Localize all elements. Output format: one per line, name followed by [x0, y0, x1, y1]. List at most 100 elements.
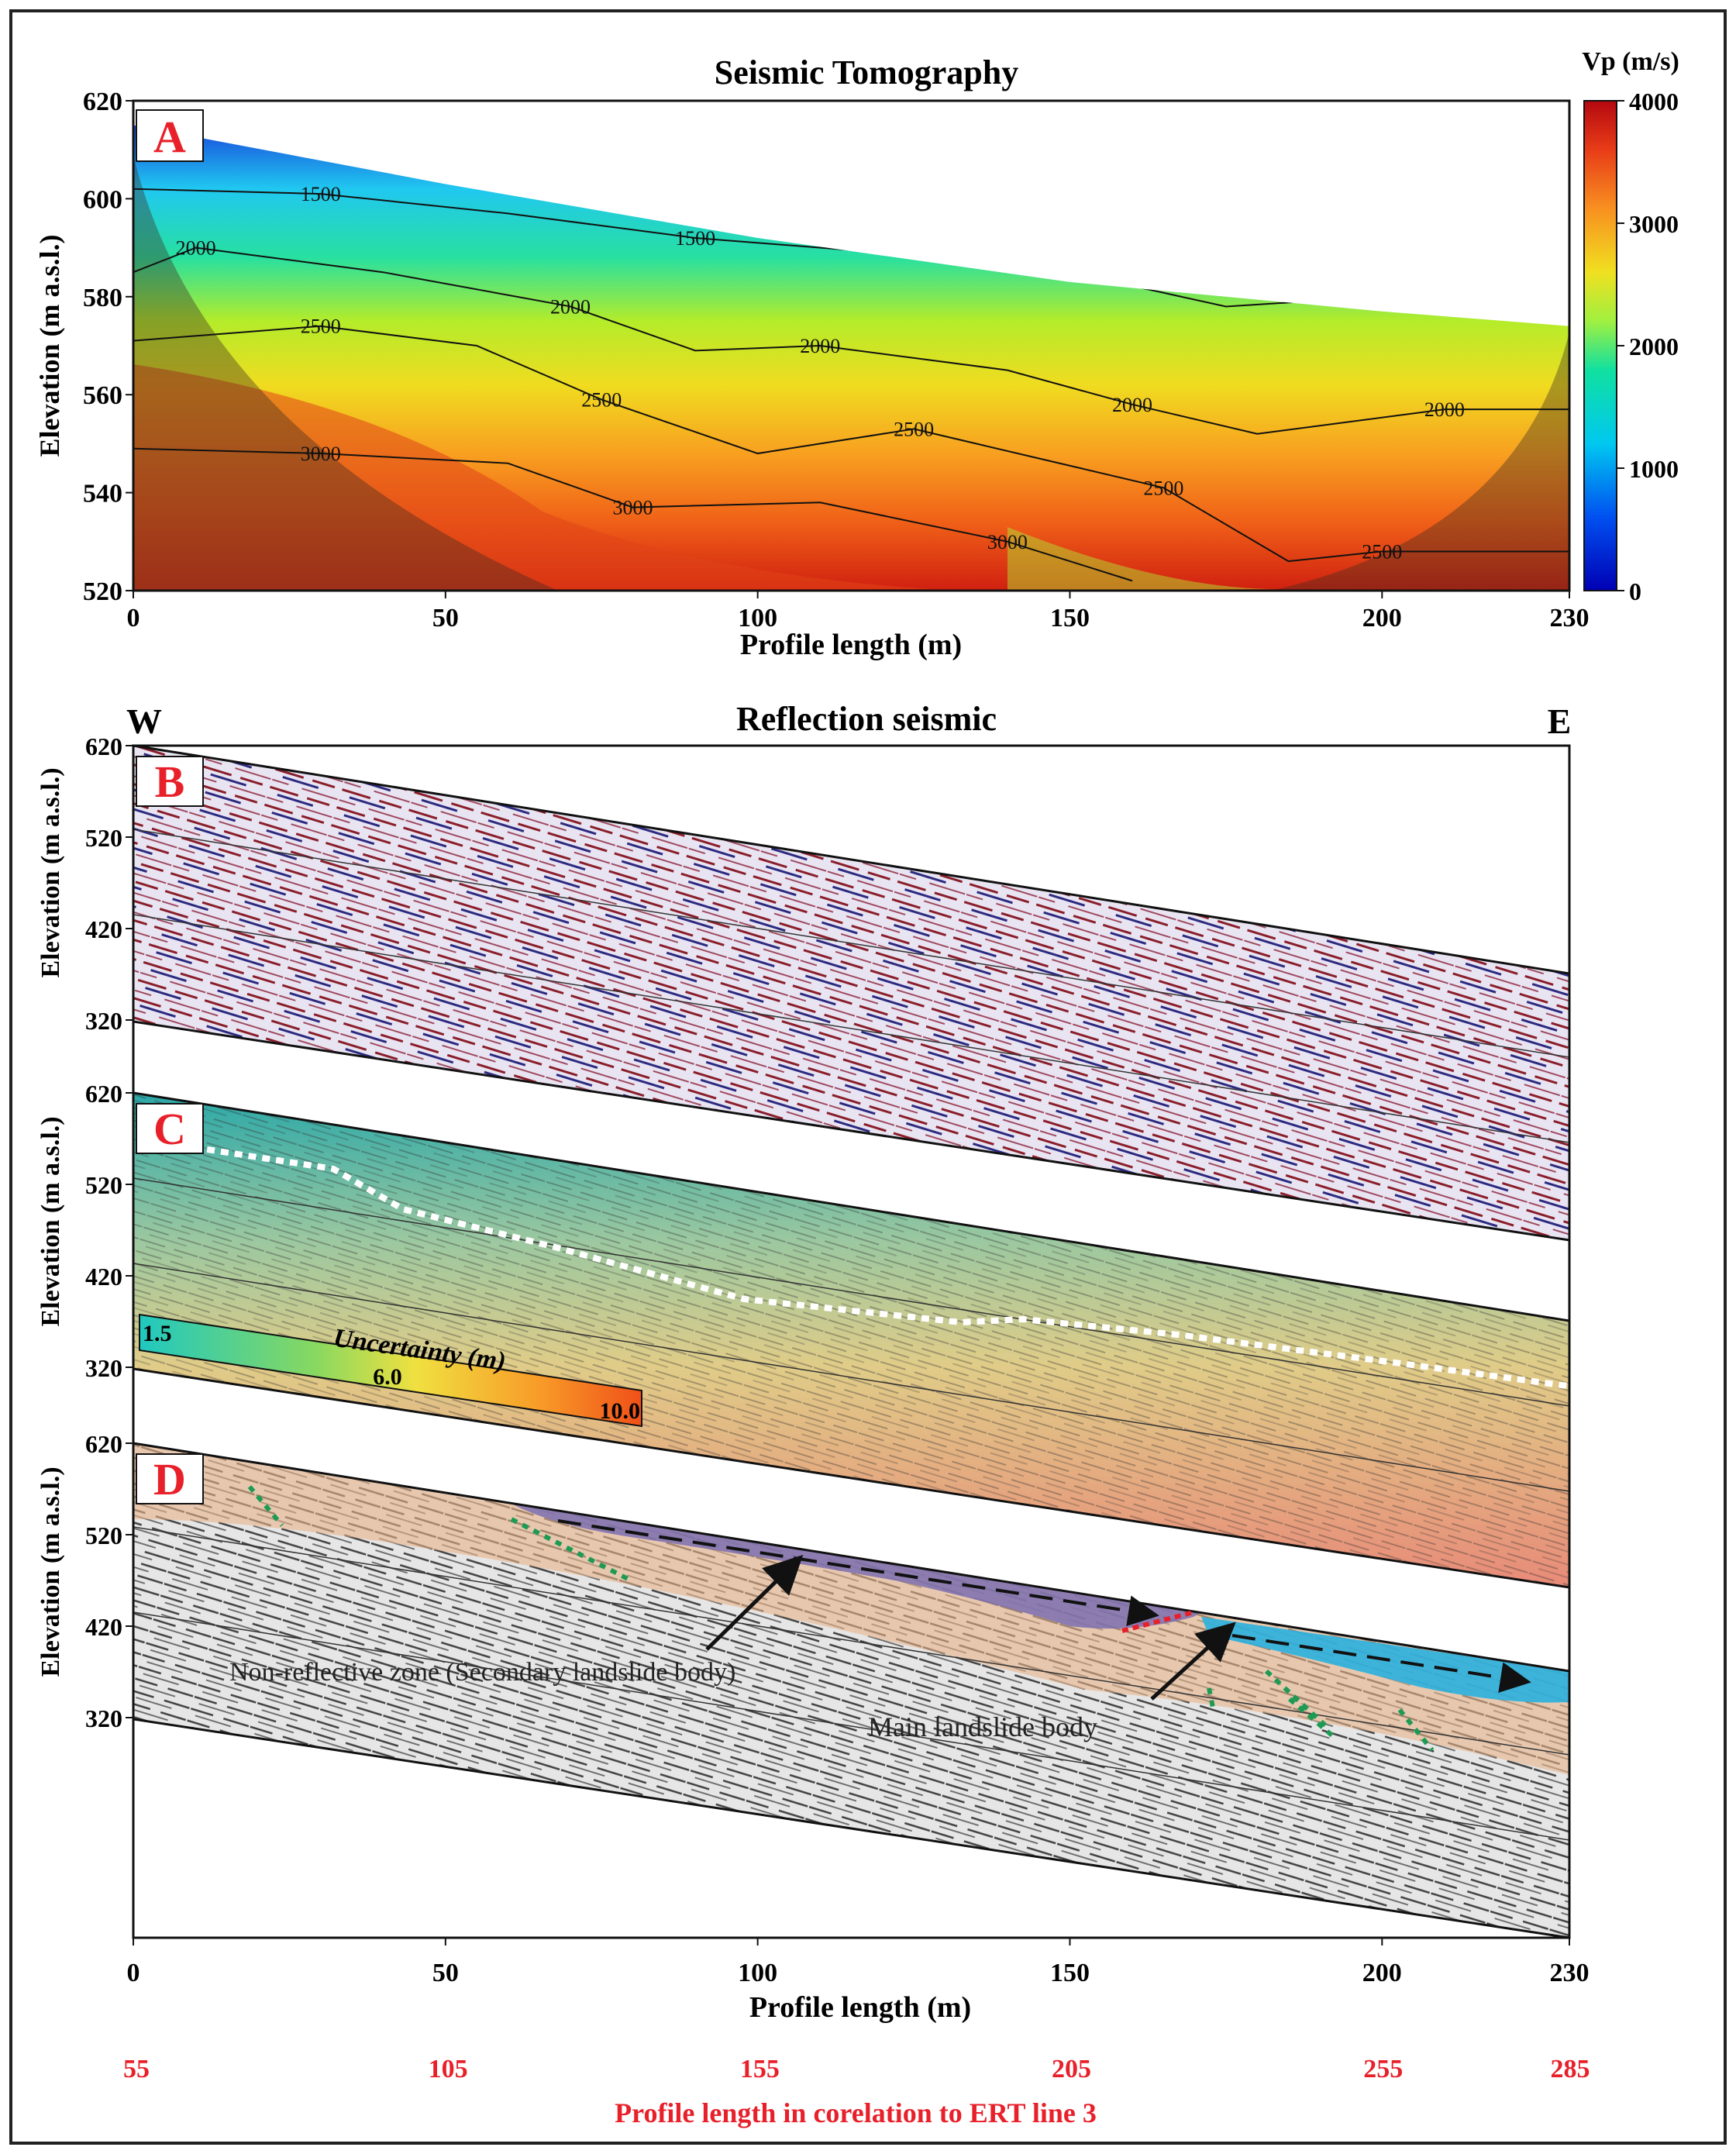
reflection-title: Reflection seismic: [736, 700, 997, 738]
contour-2000: [133, 246, 1569, 435]
contour-label: 2500: [1143, 477, 1183, 499]
panel-label-d: D: [153, 1454, 186, 1504]
y-tick-label: 420: [85, 1263, 122, 1291]
contour-label: 2500: [894, 418, 934, 440]
x-tick-label: 200: [1362, 604, 1402, 632]
y-tick-label: 540: [83, 480, 122, 508]
ert-tick-label: 55: [123, 2055, 150, 2083]
y-tick-label: 420: [85, 915, 122, 943]
contour-label: 2000: [1112, 394, 1152, 416]
uncertainty-mid: 6.0: [373, 1364, 402, 1390]
x-tick-label: 50: [432, 1959, 459, 1987]
y-tick-label: 520: [85, 1171, 122, 1199]
tomography-ylabel: Elevation (m a.s.l.): [34, 235, 65, 457]
panel-label-a-box: [136, 109, 204, 162]
contour-label: 2000: [1424, 398, 1465, 421]
y-tick-label: 320: [85, 1704, 122, 1732]
y-tick-label: 620: [85, 1080, 122, 1108]
tomography-xlabel: Profile length (m): [740, 629, 962, 661]
reflection-y-ticks: 620 520 420 320 620 520 420 320 620 520 420 320: [85, 732, 133, 1732]
x-tick-label: 230: [1550, 604, 1590, 632]
annotation-arrow-main: [1150, 1622, 1236, 1701]
contour-label: 2000: [176, 237, 216, 260]
tomography-plot: 1500150015001500200020002000200020002500…: [132, 99, 1571, 592]
x-tick-label: 50: [432, 604, 459, 632]
ert-tick-label: 285: [1551, 2055, 1590, 2083]
y-tick-label: 560: [83, 381, 122, 410]
fault-markers: [247, 1485, 1435, 1752]
ert-tick-label: 105: [429, 2055, 468, 2083]
uncertainty-max: 10.0: [600, 1398, 641, 1424]
x-tick-label: 150: [1050, 1959, 1090, 1987]
panel-label-c: C: [153, 1104, 186, 1154]
annotation-main: Main landslide body: [868, 1711, 1097, 1742]
main-slip-arrow: [1231, 1634, 1531, 1694]
tomography-y-ticks: 620 600 580 560 540 520: [83, 88, 133, 606]
colorbar-tick-label: 4000: [1629, 88, 1679, 115]
y-tick-label: 620: [83, 88, 122, 116]
y-tick-label: 620: [85, 732, 122, 760]
y-tick-label: 320: [85, 1354, 122, 1382]
panel-label-c-box: [136, 1103, 204, 1154]
colorbar-title: Vp (m/s): [1582, 47, 1679, 76]
east-label: E: [1548, 701, 1572, 741]
ert-tick-label: 155: [740, 2055, 780, 2083]
colorbar-ticks: 4000 3000 2000 1000 0: [1617, 88, 1679, 605]
colorbar-tick-label: 2000: [1629, 333, 1679, 360]
contour-label: 2500: [581, 389, 622, 412]
panel-label-b-box: [136, 756, 204, 807]
x-tick-label: 230: [1550, 1959, 1590, 1987]
contour-2500: [133, 325, 1569, 563]
secondary-slip-arrow: [557, 1519, 1159, 1627]
panel-label-d-box: [136, 1453, 204, 1504]
shaded-zone-right: [1271, 332, 1569, 591]
x-tick-label: 200: [1362, 1959, 1402, 1987]
panel-d-ylabel: Elevation (m a.s.l.): [36, 1466, 65, 1677]
shaded-zone-left: [133, 155, 558, 591]
colorbar-tick-label: 3000: [1629, 210, 1679, 238]
contour-3000: [133, 447, 1133, 582]
contour-label: 2500: [301, 315, 341, 338]
ert-tick-label: 255: [1363, 2055, 1403, 2083]
y-tick-label: 520: [85, 824, 122, 852]
y-tick-label: 580: [83, 284, 122, 312]
contour-label: 2500: [1362, 540, 1402, 563]
y-tick-label: 520: [83, 577, 122, 606]
contour-label: 2000: [550, 295, 591, 318]
red-contact-dotted: [1121, 1610, 1194, 1633]
panel-label-b: B: [155, 756, 185, 807]
reflection-xlabel: Profile length (m): [749, 1991, 971, 2024]
x-tick-label: 150: [1050, 604, 1090, 632]
colorbar-tick-label: 0: [1629, 577, 1641, 605]
panel-c-ylabel: Elevation (m a.s.l.): [36, 1116, 65, 1326]
x-tick-label: 100: [738, 1959, 777, 1987]
annotation-arrow-secondary: [705, 1554, 804, 1651]
panel-label-a: A: [153, 112, 186, 162]
contour-label: 3000: [987, 531, 1028, 553]
ert-x-ticks: 55 105 155 205 255 285: [123, 2055, 1590, 2083]
contour-label: 1500: [301, 183, 341, 205]
tomography-x-ticks: 0 50 100 150 200 230: [127, 591, 1590, 632]
secondary-landslide-body: [504, 1499, 1201, 1629]
landslide-boundary-dotted: [151, 1138, 1568, 1389]
ert-tick-label: 205: [1052, 2055, 1091, 2083]
x-tick-label: 0: [127, 604, 140, 632]
uncertainty-min: 1.5: [143, 1321, 172, 1346]
colorbar-tick-label: 1000: [1629, 455, 1679, 483]
contour-label: 3000: [301, 443, 341, 465]
y-tick-label: 520: [85, 1522, 122, 1549]
x-tick-label: 100: [738, 604, 777, 632]
contour-label: 1500: [675, 227, 715, 250]
west-label: W: [126, 701, 162, 741]
tomography-title: Seismic Tomography: [715, 53, 1018, 91]
y-tick-label: 600: [83, 185, 122, 214]
contour-label: 3000: [613, 497, 653, 519]
y-tick-label: 620: [85, 1430, 122, 1458]
y-tick-label: 320: [85, 1007, 122, 1035]
annotation-secondary: Non-reflective zone (Secondary landslide…: [229, 1658, 735, 1687]
x-tick-label: 0: [127, 1959, 140, 1987]
y-tick-label: 420: [85, 1613, 122, 1641]
panel-b-ylabel: Elevation (m a.s.l.): [36, 767, 65, 977]
colorbar: [1583, 100, 1617, 591]
